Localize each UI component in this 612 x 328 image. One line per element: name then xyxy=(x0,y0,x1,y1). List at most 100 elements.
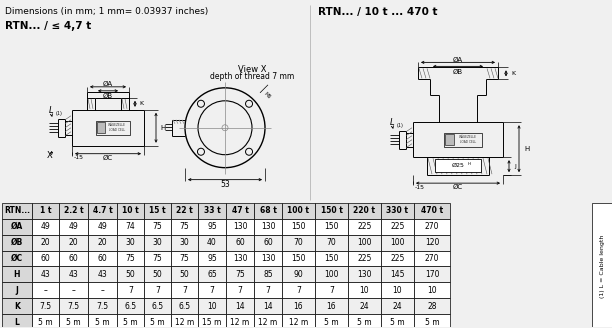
Bar xyxy=(254,235,282,251)
Bar xyxy=(444,133,482,147)
Text: 270: 270 xyxy=(425,254,439,263)
Bar xyxy=(254,266,282,282)
Text: 95: 95 xyxy=(207,254,217,263)
Text: 150: 150 xyxy=(324,222,339,231)
Bar xyxy=(97,122,105,133)
Text: 75: 75 xyxy=(180,222,189,231)
Text: 5 m: 5 m xyxy=(390,318,405,327)
Text: ØC: ØC xyxy=(11,254,23,263)
Text: depth of thread 7 mm: depth of thread 7 mm xyxy=(210,72,294,81)
Text: ØC: ØC xyxy=(453,184,463,190)
Text: -15: -15 xyxy=(415,185,425,190)
Text: RTN...: RTN... xyxy=(4,206,30,215)
Text: L: L xyxy=(49,106,53,115)
Bar xyxy=(414,251,450,266)
Bar xyxy=(226,235,254,251)
Bar xyxy=(2,282,32,298)
Bar xyxy=(117,298,144,314)
Text: 6.5: 6.5 xyxy=(151,302,163,311)
Text: 16: 16 xyxy=(327,302,337,311)
Bar xyxy=(381,203,414,218)
Text: 1 t: 1 t xyxy=(40,206,51,215)
Bar xyxy=(254,298,282,314)
Bar xyxy=(315,203,348,218)
Bar xyxy=(282,282,315,298)
Bar xyxy=(144,314,171,328)
Text: 30: 30 xyxy=(180,238,189,247)
Bar xyxy=(254,314,282,328)
Text: ØA: ØA xyxy=(453,56,463,62)
Text: H: H xyxy=(13,270,20,279)
Bar xyxy=(282,218,315,235)
Text: 20: 20 xyxy=(98,238,107,247)
Bar xyxy=(198,266,226,282)
Bar xyxy=(144,251,171,266)
Bar xyxy=(171,251,198,266)
Text: 130: 130 xyxy=(261,254,275,263)
Text: 43: 43 xyxy=(40,270,50,279)
Text: 10 t: 10 t xyxy=(122,206,139,215)
Bar xyxy=(414,218,450,235)
Text: 270: 270 xyxy=(425,222,439,231)
Text: 7.5: 7.5 xyxy=(67,302,80,311)
Bar xyxy=(88,235,117,251)
Text: RTN... / 10 t ... 470 t: RTN... / 10 t ... 470 t xyxy=(318,7,438,17)
Bar xyxy=(226,251,254,266)
Text: 75: 75 xyxy=(152,254,162,263)
Bar xyxy=(117,251,144,266)
Bar xyxy=(117,314,144,328)
Bar xyxy=(348,203,381,218)
Bar xyxy=(32,203,59,218)
Bar xyxy=(32,266,59,282)
Text: 60: 60 xyxy=(40,254,50,263)
Text: 5 m: 5 m xyxy=(123,318,138,327)
Bar xyxy=(282,298,315,314)
Bar xyxy=(32,282,59,298)
Text: 30: 30 xyxy=(152,238,162,247)
Text: 225: 225 xyxy=(390,254,405,263)
Bar xyxy=(144,235,171,251)
Bar xyxy=(381,282,414,298)
Bar xyxy=(59,314,88,328)
Text: 12 m: 12 m xyxy=(258,318,278,327)
Text: 7: 7 xyxy=(296,286,301,295)
Text: 75: 75 xyxy=(235,270,245,279)
Text: (1) L = Cable length: (1) L = Cable length xyxy=(600,235,605,298)
Text: 5 m: 5 m xyxy=(357,318,372,327)
Text: 65: 65 xyxy=(207,270,217,279)
Text: 130: 130 xyxy=(357,270,371,279)
Text: View X: View X xyxy=(237,65,266,74)
Bar xyxy=(315,282,348,298)
Text: 74: 74 xyxy=(125,222,135,231)
Text: 50: 50 xyxy=(180,270,189,279)
Text: 40: 40 xyxy=(207,238,217,247)
Bar xyxy=(144,203,171,218)
Bar xyxy=(88,282,117,298)
Text: 130: 130 xyxy=(261,222,275,231)
Bar xyxy=(88,298,117,314)
Text: –: – xyxy=(72,286,75,295)
Bar xyxy=(2,203,32,218)
Text: 145: 145 xyxy=(390,270,405,279)
Text: 85: 85 xyxy=(263,270,273,279)
Bar xyxy=(117,218,144,235)
Bar xyxy=(381,266,414,282)
Text: ØC: ØC xyxy=(103,155,113,161)
Text: X: X xyxy=(47,151,53,160)
Text: 5 m: 5 m xyxy=(66,318,81,327)
Text: 150: 150 xyxy=(291,222,306,231)
Text: K: K xyxy=(511,71,515,76)
Bar xyxy=(414,314,450,328)
Text: 47 t: 47 t xyxy=(231,206,248,215)
Bar xyxy=(144,218,171,235)
Text: 7: 7 xyxy=(266,286,271,295)
Text: 6.5: 6.5 xyxy=(124,302,136,311)
Text: 90: 90 xyxy=(294,270,304,279)
Text: K: K xyxy=(139,101,143,106)
Bar xyxy=(117,282,144,298)
Bar xyxy=(348,235,381,251)
Text: K: K xyxy=(14,302,20,311)
Bar xyxy=(414,203,450,218)
Text: 22 t: 22 t xyxy=(176,206,193,215)
Text: WÄGEZELLE: WÄGEZELLE xyxy=(459,135,477,139)
